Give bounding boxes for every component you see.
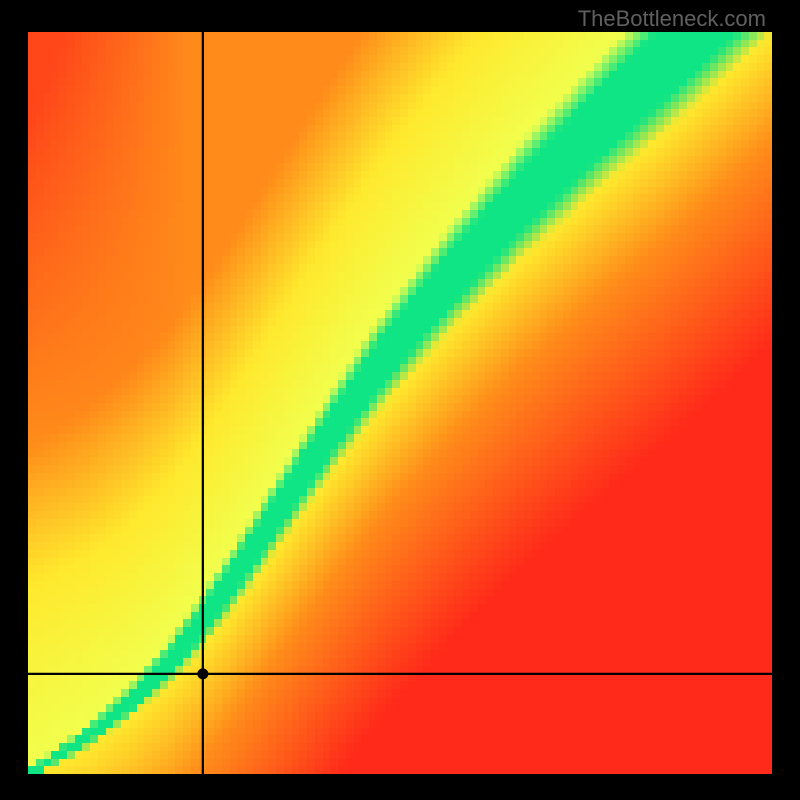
chart-container: TheBottleneck.com <box>0 0 800 800</box>
watermark-text: TheBottleneck.com <box>578 6 766 32</box>
bottleneck-heatmap <box>28 32 772 774</box>
